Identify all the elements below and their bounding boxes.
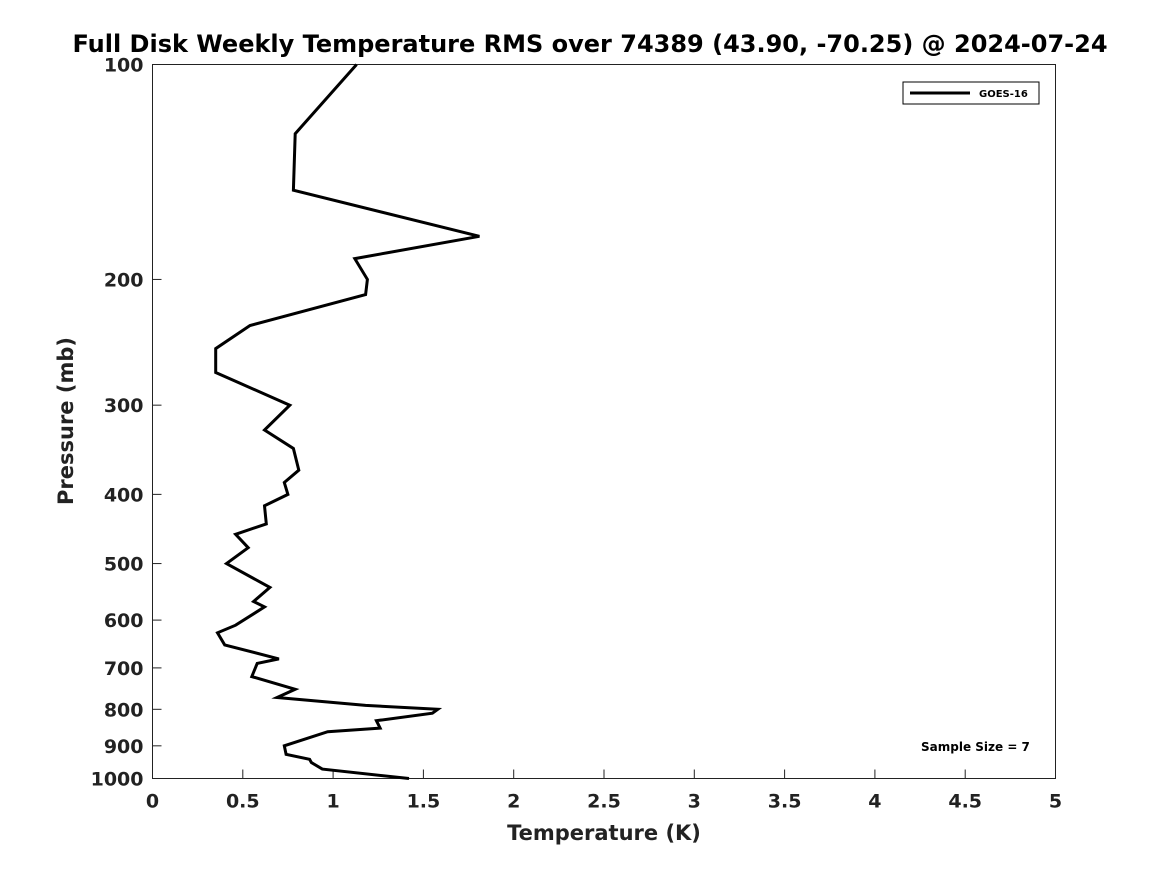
x-tick-label: 2.5 <box>587 791 621 813</box>
x-tick-label: 3 <box>688 791 701 813</box>
x-tick-label: 0 <box>146 791 159 813</box>
sample-size-annotation: Sample Size = 7 <box>921 740 1030 754</box>
y-tick-label: 400 <box>104 484 144 506</box>
legend-label-goes-16: GOES-16 <box>979 89 1028 100</box>
x-tick-label: 4.5 <box>948 791 982 813</box>
plot-area <box>152 64 1056 779</box>
y-axis-label: Pressure (mb) <box>54 337 78 505</box>
series-line-goes-16 <box>214 63 480 780</box>
x-tick-label: 1 <box>326 791 339 813</box>
y-tick-label: 600 <box>104 610 144 632</box>
x-tick-label: 4 <box>868 791 881 813</box>
y-tick-label: 700 <box>104 658 144 680</box>
y-tick-label: 200 <box>104 269 144 291</box>
x-tick-label: 3.5 <box>768 791 802 813</box>
y-tick-label: 1000 <box>91 769 144 791</box>
x-tick-label: 5 <box>1049 791 1062 813</box>
x-axis: 0 0.5 1 1.5 2 2.5 3 3.5 4 4.5 5 <box>146 769 1062 813</box>
x-tick-label: 0.5 <box>226 791 260 813</box>
legend: GOES-16 <box>902 81 1040 105</box>
chart-title: Full Disk Weekly Temperature RMS over 74… <box>72 30 1107 58</box>
y-tick-label: 100 <box>104 55 144 77</box>
y-tick-label: 500 <box>104 554 144 576</box>
y-tick-label: 900 <box>104 736 144 758</box>
y-tick-label: 800 <box>104 699 144 721</box>
x-tick-label: 1.5 <box>407 791 441 813</box>
x-axis-label: Temperature (K) <box>507 821 701 845</box>
y-tick-label: 300 <box>104 395 144 417</box>
y-axis: 100 200 300 400 500 600 700 800 900 1000 <box>91 55 162 791</box>
legend-box <box>902 81 1040 105</box>
x-tick-label: 2 <box>507 791 520 813</box>
